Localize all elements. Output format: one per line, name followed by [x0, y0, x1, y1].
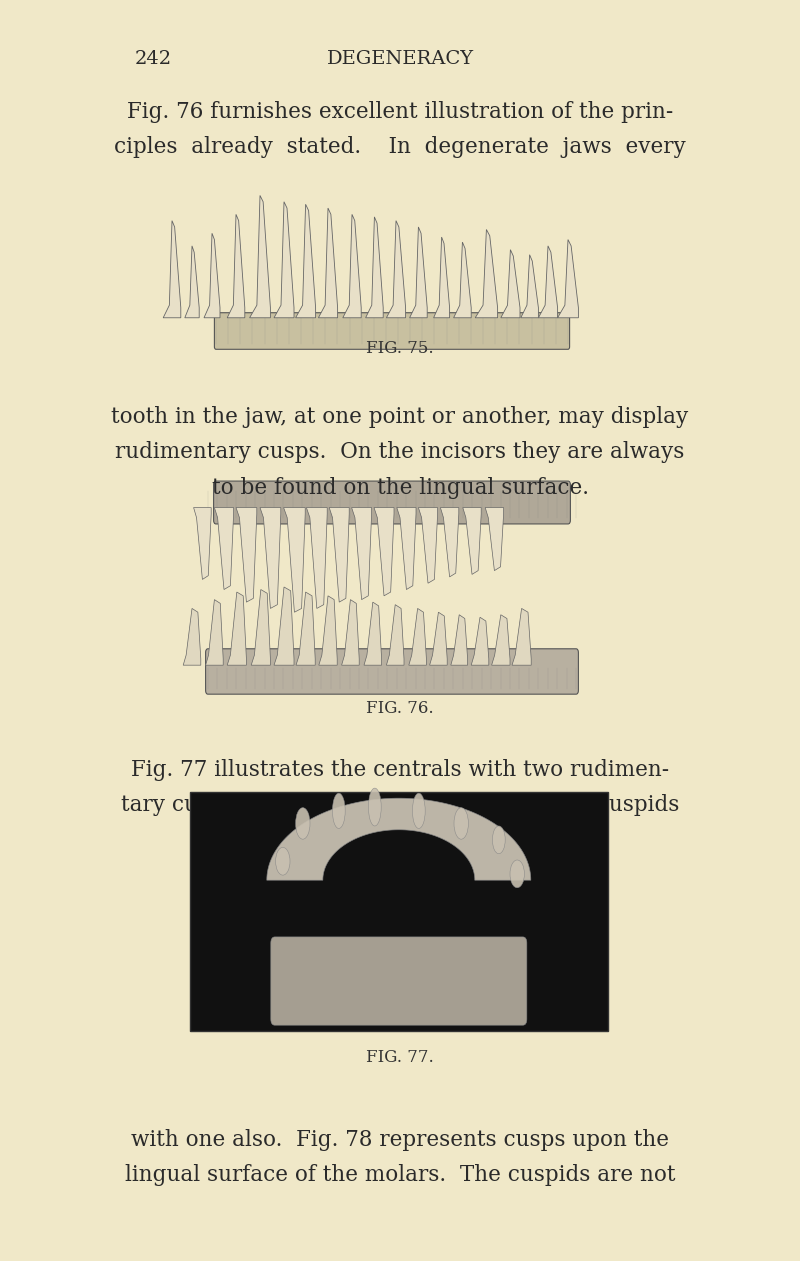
Text: DEGENERACY: DEGENERACY — [326, 50, 474, 68]
Text: tooth in the jaw, at one point or another, may display: tooth in the jaw, at one point or anothe… — [111, 406, 689, 427]
Text: Fig. 77 illustrates the centrals with two rudimen-: Fig. 77 illustrates the centrals with tw… — [131, 759, 669, 781]
Polygon shape — [204, 233, 220, 318]
Polygon shape — [475, 230, 498, 318]
Polygon shape — [374, 507, 394, 595]
Polygon shape — [521, 255, 538, 318]
Polygon shape — [343, 214, 362, 318]
Text: to be found on the lingual surface.: to be found on the lingual surface. — [211, 477, 589, 498]
Polygon shape — [410, 227, 427, 318]
Polygon shape — [430, 613, 447, 666]
Polygon shape — [512, 608, 531, 666]
Polygon shape — [441, 507, 459, 578]
FancyBboxPatch shape — [206, 648, 578, 694]
Polygon shape — [274, 202, 294, 318]
Polygon shape — [386, 605, 404, 666]
Polygon shape — [491, 615, 510, 666]
Ellipse shape — [413, 793, 426, 828]
Text: FIG. 77.: FIG. 77. — [366, 1049, 434, 1066]
Polygon shape — [194, 507, 211, 579]
Polygon shape — [451, 615, 467, 666]
Ellipse shape — [333, 793, 346, 828]
Polygon shape — [227, 593, 246, 666]
Polygon shape — [434, 237, 450, 318]
Ellipse shape — [492, 826, 506, 854]
Polygon shape — [558, 240, 578, 318]
Text: with one also.  Fig. 78 represents cusps upon the: with one also. Fig. 78 represents cusps … — [131, 1129, 669, 1150]
Polygon shape — [214, 507, 234, 589]
Polygon shape — [418, 507, 438, 583]
Polygon shape — [236, 507, 257, 601]
Polygon shape — [250, 195, 270, 318]
Text: tary cusps,  the  laterals’ with one, and the cuspids: tary cusps, the laterals’ with one, and … — [121, 794, 679, 816]
Ellipse shape — [369, 788, 381, 826]
Polygon shape — [185, 246, 199, 318]
Ellipse shape — [275, 847, 290, 875]
Polygon shape — [538, 246, 558, 318]
Polygon shape — [306, 507, 327, 608]
Polygon shape — [251, 590, 270, 666]
Text: 242: 242 — [134, 50, 171, 68]
Polygon shape — [454, 242, 471, 318]
Polygon shape — [283, 507, 306, 612]
FancyBboxPatch shape — [270, 937, 527, 1025]
Polygon shape — [462, 507, 481, 575]
Polygon shape — [471, 617, 489, 666]
Ellipse shape — [454, 807, 469, 840]
Polygon shape — [364, 603, 382, 666]
Ellipse shape — [510, 860, 525, 888]
Polygon shape — [330, 507, 349, 601]
Polygon shape — [274, 588, 294, 666]
Polygon shape — [397, 507, 416, 589]
Text: Fig. 76 furnishes excellent illustration of the prin-: Fig. 76 furnishes excellent illustration… — [127, 101, 673, 122]
Polygon shape — [267, 798, 531, 880]
Polygon shape — [206, 600, 223, 666]
Text: rudimentary cusps.  On the incisors they are always: rudimentary cusps. On the incisors they … — [115, 441, 685, 463]
Polygon shape — [296, 593, 315, 666]
Ellipse shape — [296, 807, 310, 840]
Text: lingual surface of the molars.  The cuspids are not: lingual surface of the molars. The cuspi… — [125, 1164, 675, 1185]
FancyBboxPatch shape — [214, 480, 570, 525]
Polygon shape — [409, 608, 426, 666]
Polygon shape — [386, 221, 406, 318]
Polygon shape — [485, 507, 504, 570]
Polygon shape — [260, 507, 281, 608]
Polygon shape — [318, 208, 338, 318]
Polygon shape — [352, 507, 371, 599]
Bar — [190, 792, 608, 1031]
FancyBboxPatch shape — [214, 313, 570, 349]
Polygon shape — [318, 596, 338, 666]
Polygon shape — [183, 608, 201, 666]
Text: FIG. 76.: FIG. 76. — [366, 700, 434, 716]
Polygon shape — [227, 214, 245, 318]
Polygon shape — [366, 217, 383, 318]
Text: FIG. 75.: FIG. 75. — [366, 340, 434, 357]
Polygon shape — [501, 250, 520, 318]
Polygon shape — [342, 600, 359, 666]
Text: ciples  already  stated.    In  degenerate  jaws  every: ciples already stated. In degenerate jaw… — [114, 136, 686, 158]
Polygon shape — [296, 204, 315, 318]
Polygon shape — [163, 221, 181, 318]
